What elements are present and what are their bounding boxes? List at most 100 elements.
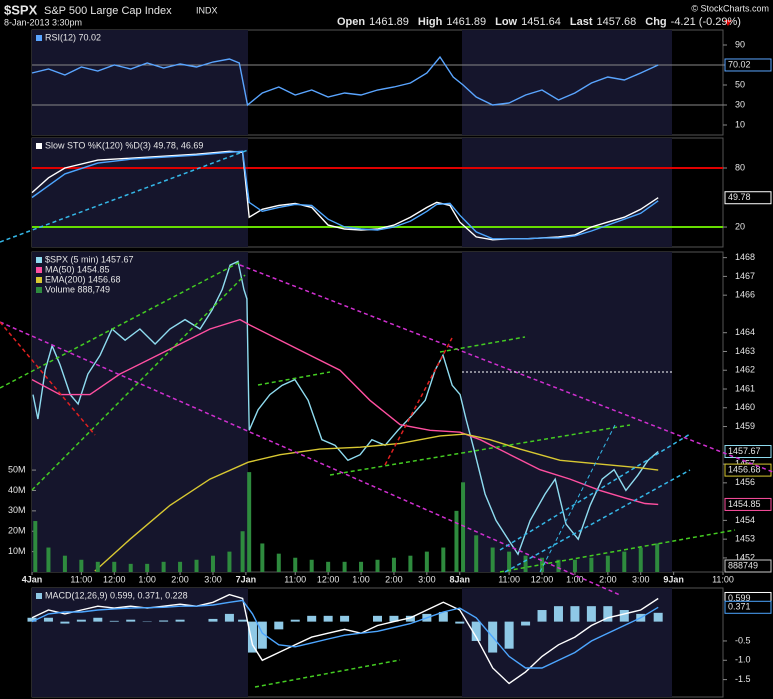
session-shade bbox=[462, 138, 672, 247]
session-shade bbox=[462, 252, 672, 572]
bar bbox=[471, 621, 481, 641]
bar bbox=[161, 561, 166, 572]
bar bbox=[490, 547, 495, 572]
y-tick-label: 50 bbox=[735, 79, 745, 89]
quote-label: Last bbox=[570, 16, 593, 28]
x-tick-label: 3:00 bbox=[632, 574, 650, 584]
bar bbox=[653, 612, 663, 622]
series-line bbox=[94, 433, 659, 572]
x-tick-label: 2:00 bbox=[171, 574, 189, 584]
bar bbox=[60, 621, 70, 624]
bar bbox=[454, 510, 459, 572]
bar bbox=[240, 531, 245, 572]
y2-tick-label: 10M bbox=[8, 546, 26, 556]
value-tag-label: 1454.85 bbox=[728, 499, 761, 509]
y-tick-label: 1464 bbox=[735, 327, 755, 337]
bar bbox=[43, 617, 53, 622]
bar bbox=[441, 547, 446, 572]
x-tick-label: 2:00 bbox=[385, 574, 403, 584]
y-tick-label: 1460 bbox=[735, 402, 755, 412]
bar bbox=[227, 551, 232, 572]
bar bbox=[210, 555, 215, 572]
quote-label: Open bbox=[337, 16, 365, 28]
x-tick-label: 4Jan bbox=[22, 574, 43, 584]
symbol: $SPX bbox=[4, 2, 38, 17]
bar bbox=[605, 555, 610, 572]
quote-value: 1451.64 bbox=[521, 16, 561, 28]
trend-line bbox=[0, 261, 241, 389]
bar bbox=[274, 621, 284, 630]
trend-line bbox=[499, 529, 736, 573]
legend-swatch bbox=[36, 35, 42, 41]
y-tick-label: 1453 bbox=[735, 534, 755, 544]
x-tick-label: 8Jan bbox=[450, 574, 471, 584]
y-tick-label: -1.5 bbox=[735, 674, 751, 684]
x-tick-label: 7Jan bbox=[236, 574, 257, 584]
trend-line bbox=[504, 469, 691, 573]
bar bbox=[175, 619, 185, 622]
session-shade bbox=[32, 138, 248, 247]
value-tag-label: 0.599 bbox=[728, 593, 751, 603]
bar bbox=[326, 561, 331, 572]
bar bbox=[359, 561, 364, 572]
quote-value: -4.21 (-0.29%) bbox=[671, 16, 741, 28]
trend-line bbox=[499, 433, 691, 551]
down-arrow bbox=[724, 20, 732, 26]
session-shade bbox=[462, 30, 672, 135]
y2-tick-label: 50M bbox=[8, 464, 26, 474]
y2-tick-label: 40M bbox=[8, 485, 26, 495]
trend-line bbox=[0, 321, 96, 436]
exchange: INDX bbox=[196, 5, 218, 15]
value-tag-label: 888749 bbox=[728, 560, 758, 570]
bar bbox=[307, 615, 317, 622]
y-tick-label: 80 bbox=[735, 162, 745, 172]
legend-label: Volume 888,749 bbox=[45, 284, 110, 294]
series-line bbox=[31, 593, 659, 685]
value-tag-label: 1457.67 bbox=[728, 446, 761, 456]
legend-label: MA(50) 1454.85 bbox=[45, 264, 110, 274]
index-name: S&P 500 Large Cap Index bbox=[44, 5, 172, 17]
y-tick-label: 10 bbox=[735, 119, 745, 129]
y-tick-label: 1454 bbox=[735, 515, 755, 525]
bar bbox=[342, 561, 347, 572]
bar bbox=[523, 555, 528, 572]
bar bbox=[655, 543, 660, 572]
bar bbox=[309, 559, 314, 572]
bar bbox=[408, 555, 413, 572]
y-tick-label: 1466 bbox=[735, 290, 755, 300]
legend-swatch bbox=[36, 267, 42, 273]
bar bbox=[257, 621, 267, 649]
bar bbox=[112, 561, 117, 572]
bar bbox=[159, 620, 169, 622]
y-tick-label: 1457 bbox=[735, 458, 755, 468]
trend-line bbox=[384, 337, 453, 466]
x-tick-label: 12:00 bbox=[531, 574, 554, 584]
bar bbox=[375, 559, 380, 572]
x-tick-label: 11:00 bbox=[498, 574, 520, 584]
quote-label: Low bbox=[495, 16, 517, 28]
value-tag-label: 70.02 bbox=[728, 59, 751, 69]
bar bbox=[340, 615, 350, 622]
trend-line bbox=[0, 149, 249, 243]
y-tick-label: 1462 bbox=[735, 365, 755, 375]
bar bbox=[276, 553, 281, 572]
panel-title: Slow STO %K(120) %D(3) 49.78, 46.69 bbox=[45, 140, 203, 150]
x-tick-label: 11:00 bbox=[70, 574, 92, 584]
bar bbox=[178, 561, 183, 572]
credit: © StockCharts.com bbox=[691, 3, 769, 13]
y-tick-label: 1468 bbox=[735, 252, 755, 262]
bar bbox=[126, 619, 136, 622]
value-tag bbox=[724, 600, 772, 614]
trend-line bbox=[257, 371, 331, 386]
bar bbox=[389, 615, 399, 622]
x-tick-label: 1:00 bbox=[566, 574, 584, 584]
bar bbox=[556, 559, 561, 572]
trend-line bbox=[329, 424, 631, 476]
bar bbox=[504, 621, 514, 649]
y2-tick-label: 20M bbox=[8, 526, 26, 536]
value-tag bbox=[724, 191, 772, 205]
quote-value: 1457.68 bbox=[597, 16, 637, 28]
bar bbox=[224, 613, 234, 622]
bar bbox=[455, 621, 465, 624]
x-tick-label: 9Jan bbox=[663, 574, 684, 584]
